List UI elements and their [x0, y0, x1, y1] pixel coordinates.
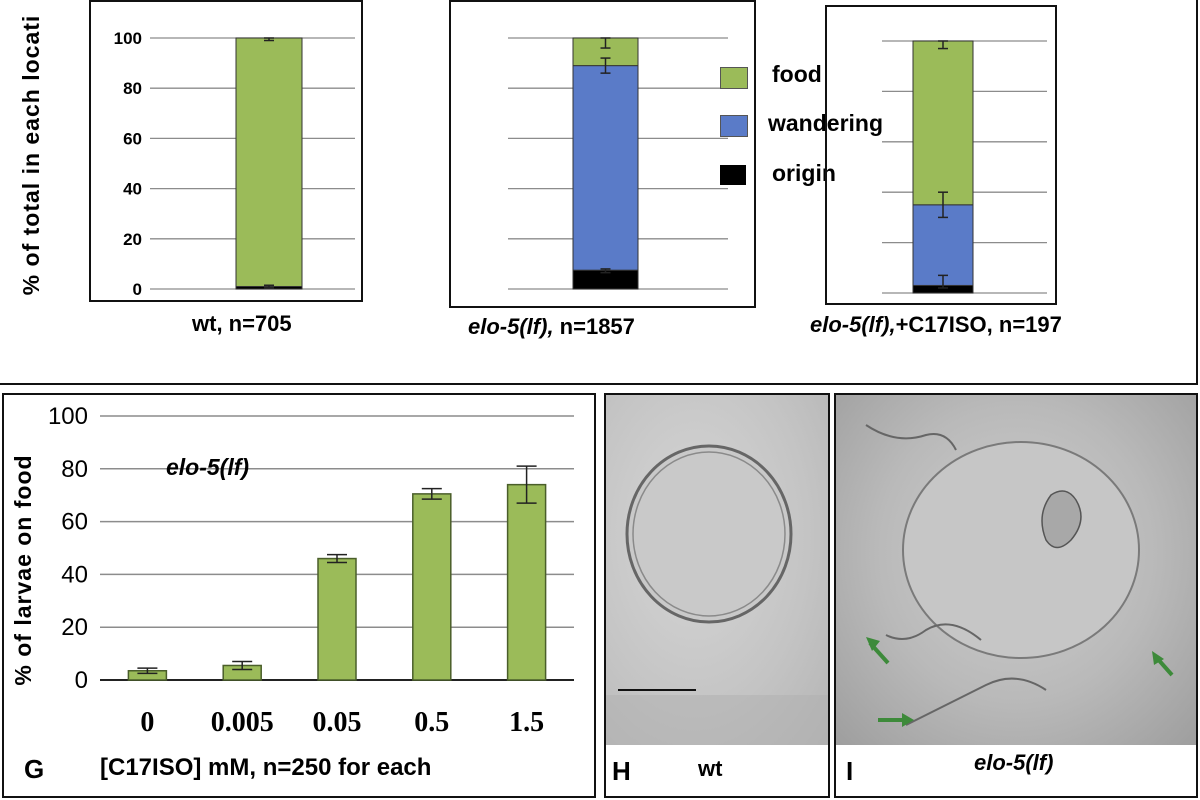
y-tick-label: 80 — [123, 79, 142, 98]
larva-track — [865, 424, 957, 451]
arrow-icon — [1152, 651, 1174, 677]
y-tick-label: 20 — [123, 230, 142, 249]
elo5-embryo-drawing — [865, 424, 1174, 727]
bar — [506, 483, 547, 681]
embryo-drawing — [606, 444, 828, 745]
caption-italic: elo-5(lf), — [468, 314, 554, 339]
wt-embryo-inner-ring — [632, 451, 786, 617]
panel-i-letter: I — [846, 756, 854, 786]
image-shade — [606, 695, 828, 745]
chart-frame — [825, 5, 1057, 305]
legend-swatch-food — [720, 67, 748, 89]
legend-item-food: food — [720, 61, 920, 91]
legend-swatch-wandering — [720, 115, 748, 137]
bar-segment-wandering — [572, 65, 639, 271]
caption-italic: elo-5(lf), — [810, 312, 896, 337]
panel-h-letter: H — [612, 756, 631, 786]
elo5-cell-cluster — [1041, 490, 1082, 549]
caption-rest: n=1857 — [553, 314, 635, 339]
caption-rest: wt, n=705 — [192, 311, 292, 336]
legend-swatch-origin — [720, 165, 746, 185]
y-tick-label: 60 — [61, 509, 88, 536]
elo5-embryo-outline — [902, 441, 1140, 659]
arrow-icon — [866, 637, 890, 665]
y-tick-label: 40 — [61, 561, 88, 588]
stacked-chart-wt: 0 20 40 60 80 100 — [89, 0, 363, 302]
wt-embryo-outline — [625, 444, 793, 624]
panel-g-frame — [2, 393, 596, 798]
chart-frame — [89, 0, 363, 302]
microscope-image-elo5 — [836, 395, 1196, 745]
bar-segment-food — [235, 37, 303, 287]
y-tick-label: 40 — [123, 180, 142, 199]
y-tick-label: 0 — [133, 280, 142, 299]
y-tick-label: 20 — [61, 614, 88, 641]
top-ylabel: % of total in each locati — [18, 14, 44, 296]
panel-g-xlabel: [C17ISO] mM, n=250 for each — [100, 754, 432, 781]
y-tick-label: 100 — [48, 403, 88, 430]
top-panel-frame — [0, 0, 1198, 385]
panel-g-inset-label: elo-5(lf) — [166, 454, 250, 480]
panel-h-caption: wt — [698, 756, 723, 781]
x-tick-label: 0.05 — [313, 707, 362, 738]
x-tick-label: 0.005 — [211, 707, 274, 738]
x-tick-label: 1.5 — [509, 707, 544, 738]
caption-rest: +C17ISO, n=197 — [895, 312, 1062, 337]
panel-i-caption: elo-5(lf) — [974, 750, 1054, 775]
y-tick-label: 100 — [114, 29, 142, 48]
bar-chart-g: 0 20 40 60 80 100 0 0.005 0.05 0.5 1.5 — [48, 403, 574, 738]
legend-label-food: food — [772, 61, 822, 87]
panel-g-ylabel: % of larvae on food — [10, 454, 36, 686]
y-tick-label: 60 — [123, 129, 142, 148]
y-tick-label: 0 — [75, 667, 88, 694]
bar — [412, 493, 452, 681]
x-tick-label: 0.5 — [414, 707, 449, 738]
chart-elo5-caption: elo-5(lf), n=1857 — [468, 314, 635, 340]
panel-i-frame — [834, 393, 1198, 798]
chart-c17iso-caption: elo-5(lf),+C17ISO, n=197 — [810, 312, 1062, 338]
x-tick-label: 0 — [140, 707, 154, 738]
microscope-image-wt — [606, 395, 828, 745]
stacked-chart-c17iso — [825, 5, 1057, 305]
bar-segment-food — [912, 40, 974, 206]
bar-segment-wandering — [912, 204, 974, 286]
stacked-chart-elo5 — [449, 0, 756, 308]
panel-h-frame — [604, 393, 830, 798]
chart-wt-caption: wt, n=705 — [192, 311, 292, 337]
panel-g-letter: G — [24, 754, 45, 784]
y-tick-label: 80 — [61, 456, 88, 483]
larva-track — [885, 623, 982, 641]
bar — [317, 557, 357, 681]
arrow-icon — [878, 713, 914, 727]
chart-frame — [449, 0, 756, 308]
larva-track — [905, 677, 1047, 726]
